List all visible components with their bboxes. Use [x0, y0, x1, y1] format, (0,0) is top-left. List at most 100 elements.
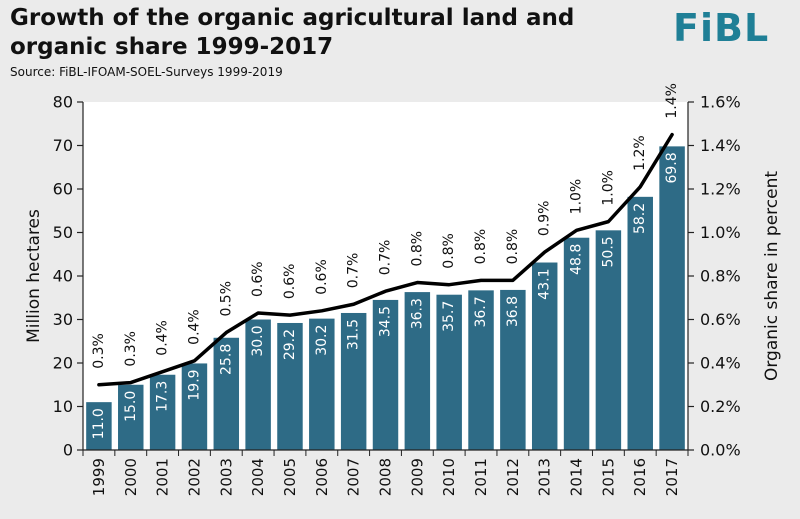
right-tick-label: 0.4%	[700, 354, 741, 373]
bar-2010	[436, 294, 462, 450]
share-label-2016: 1.2%	[632, 135, 648, 171]
left-tick-label: 80	[53, 93, 73, 112]
bar-2004	[245, 319, 271, 450]
fibl-logo: FiBL	[673, 6, 770, 50]
x-tick-label-2012: 2012	[504, 458, 522, 496]
right-tick-label: 1.4%	[700, 136, 741, 155]
x-tick-label-2002: 2002	[185, 458, 203, 496]
right-tick-label: 0.2%	[700, 397, 741, 416]
share-label-2012: 0.8%	[505, 229, 521, 265]
bar-label-2006: 30.2	[314, 325, 330, 356]
share-label-2011: 0.8%	[473, 229, 489, 265]
bar-label-2004: 30.0	[250, 326, 266, 357]
bar-label-2007: 31.5	[346, 319, 362, 350]
right-tick-label: 0.0%	[700, 441, 741, 460]
organic-share-line	[97, 132, 674, 387]
bar-2014	[563, 237, 590, 450]
right-tick-label: 0.8%	[700, 267, 741, 286]
bar-label-2017: 69.8	[664, 152, 680, 183]
x-tick-label-2015: 2015	[599, 458, 617, 496]
left-tick-label: 0	[63, 441, 73, 460]
bar-label-2015: 50.5	[600, 236, 616, 267]
share-label-2009: 0.8%	[409, 231, 425, 267]
share-label-2001: 0.4%	[155, 320, 171, 356]
x-tick-label-2008: 2008	[377, 458, 395, 496]
bar-2007	[340, 312, 367, 450]
right-tick-label: 0.6%	[700, 310, 741, 329]
left-tick-label: 10	[53, 397, 73, 416]
share-label-2006: 0.6%	[314, 259, 330, 295]
share-label-2014: 1.0%	[569, 179, 585, 215]
chart-source: Source: FiBL-IFOAM-SOEL-Surveys 1999-201…	[10, 65, 283, 79]
bar-label-2003: 25.8	[218, 344, 234, 375]
x-tick-label-2011: 2011	[472, 458, 490, 496]
bar-label-2010: 35.7	[441, 301, 457, 332]
left-tick-label: 70	[53, 136, 73, 155]
bar-2017	[659, 146, 685, 450]
bar-label-2000: 15.0	[123, 391, 139, 422]
bar-label-2002: 19.9	[186, 369, 202, 400]
share-label-2000: 0.3%	[123, 331, 139, 367]
bar-2015	[595, 230, 622, 450]
share-label-2002: 0.4%	[186, 309, 202, 345]
share-label-2017: 1.4%	[664, 83, 680, 119]
left-tick-label: 30	[53, 310, 73, 329]
x-tick-label-2003: 2003	[217, 458, 235, 496]
bar-2009	[404, 292, 431, 450]
share-label-2010: 0.8%	[441, 233, 457, 269]
bar-2006	[309, 318, 335, 450]
bar-2003	[213, 337, 240, 450]
right-tick-label: 1.0%	[700, 223, 741, 242]
x-tick-label-2013: 2013	[536, 458, 554, 496]
share-label-2004: 0.6%	[250, 261, 266, 297]
bar-label-2009: 36.3	[409, 298, 425, 329]
x-tick-label-1999: 1999	[90, 458, 108, 496]
bar-label-2008: 34.5	[378, 306, 394, 337]
left-tick-label: 20	[53, 354, 73, 373]
bar-label-2011: 36.7	[473, 296, 489, 327]
bar-1999	[86, 402, 112, 450]
x-tick-label-2009: 2009	[408, 458, 426, 496]
share-label-2005: 0.6%	[282, 264, 298, 300]
chart-title: Growth of the organic agricultural land …	[10, 5, 575, 60]
share-label-2007: 0.7%	[346, 253, 362, 289]
left-tick-label: 40	[53, 267, 73, 286]
bar-label-2001: 17.3	[155, 381, 171, 412]
share-label-2008: 0.7%	[378, 240, 394, 276]
x-tick-label-2006: 2006	[313, 458, 331, 496]
y2-axis-title: Organic share in percent	[762, 171, 782, 381]
bar-2000	[118, 384, 144, 450]
right-tick-label: 1.2%	[700, 180, 741, 199]
share-label-2013: 0.9%	[537, 200, 553, 236]
right-tick-label: 1.6%	[700, 93, 741, 112]
left-tick-label: 60	[53, 180, 73, 199]
bar-label-2016: 58.2	[632, 203, 648, 234]
bar-label-2005: 29.2	[282, 329, 298, 360]
x-tick-label-2007: 2007	[345, 458, 363, 496]
x-tick-label-2014: 2014	[568, 458, 586, 496]
left-tick-label: 50	[53, 223, 73, 242]
x-tick-label-2010: 2010	[440, 458, 458, 496]
bar-label-2013: 43.1	[537, 269, 553, 300]
bar-2001	[149, 374, 176, 450]
bar-2011	[468, 290, 494, 450]
bar-2013	[531, 262, 558, 450]
x-tick-label-2001: 2001	[154, 458, 172, 496]
x-tick-label-2004: 2004	[249, 458, 267, 496]
bar-2002	[181, 363, 208, 450]
bar-2012	[500, 289, 526, 450]
bar-2005	[277, 322, 303, 450]
share-label-2015: 1.0%	[600, 170, 616, 206]
y-axis-title: Million hectares	[24, 209, 44, 343]
x-tick-label-2000: 2000	[122, 458, 140, 496]
bar-label-2012: 36.8	[505, 296, 521, 327]
bar-2008	[372, 299, 399, 450]
x-tick-label-2017: 2017	[663, 458, 681, 496]
bar-2016	[627, 196, 653, 450]
x-tick-label-2016: 2016	[631, 458, 649, 496]
share-label-2003: 0.5%	[218, 281, 234, 317]
share-label-1999: 0.3%	[91, 333, 107, 369]
x-tick-label-2005: 2005	[281, 458, 299, 496]
bar-label-1999: 11.0	[91, 408, 107, 439]
